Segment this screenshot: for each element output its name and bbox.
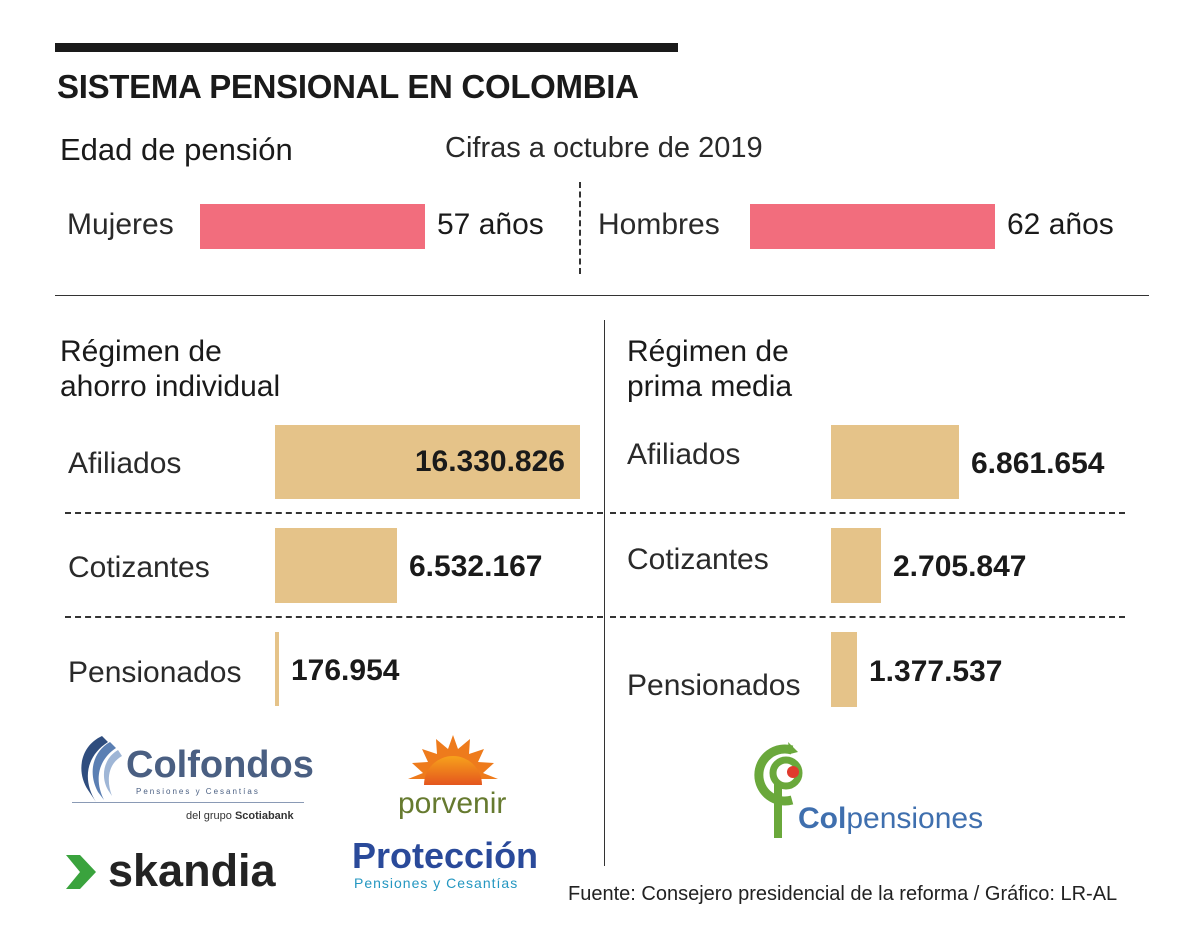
age-value-label: 57 años xyxy=(437,208,544,241)
colpensiones-emblem-icon xyxy=(754,742,803,838)
row-separator xyxy=(610,616,1125,618)
chart-title: SISTEMA PENSIONAL EN COLOMBIA xyxy=(57,68,639,105)
colfondos-tagline: Pensiones y Cesantías xyxy=(136,787,260,796)
age-bar-hombres xyxy=(750,204,995,249)
right-bar-afiliados xyxy=(831,425,959,499)
left-value-label: 16.330.826 xyxy=(414,445,565,478)
section-divider xyxy=(55,295,1149,296)
left-category-label: Afiliados xyxy=(68,447,182,480)
age-value-label: 62 años xyxy=(1007,208,1114,241)
colfondos-group-prefix: del grupo xyxy=(186,810,232,822)
source-note: Fuente: Consejero presidencial de la ref… xyxy=(568,883,1118,905)
row-separator xyxy=(65,616,603,618)
row-separator xyxy=(610,512,1125,514)
age-bar-mujeres xyxy=(200,204,425,249)
right-value-label: 1.377.537 xyxy=(869,655,1003,688)
regime-title-left: Régimen de ahorro individual xyxy=(60,334,280,404)
regime-title-line: ahorro individual xyxy=(60,370,281,403)
right-category-label: Cotizantes xyxy=(627,543,769,576)
right-bar-pensionados xyxy=(831,632,857,707)
right-bar-cotizantes xyxy=(831,528,881,603)
age-divider xyxy=(579,182,581,274)
age-section-title: Edad de pensión xyxy=(60,132,293,167)
proteccion-name: Protección xyxy=(352,835,539,876)
colfondos-logo: Colfondos Pensiones y Cesantías del grup… xyxy=(72,732,314,827)
left-category-label: Cotizantes xyxy=(68,551,210,584)
right-category-label: Pensionados xyxy=(627,669,801,702)
regime-title-line: Régimen de xyxy=(627,335,789,368)
skandia-mark-icon xyxy=(66,855,96,889)
colpensiones-logo: Colpensiones xyxy=(746,742,991,842)
skandia-logo: skandia xyxy=(66,845,326,896)
porvenir-sun-icon xyxy=(404,735,502,791)
left-value-label: 176.954 xyxy=(291,654,400,687)
right-category-label: Afiliados xyxy=(627,438,741,471)
porvenir-logo: porvenir xyxy=(396,735,526,825)
left-bar-cotizantes xyxy=(275,528,397,603)
colfondos-name: Colfondos xyxy=(126,744,314,786)
regime-title-line: Régimen de xyxy=(60,335,222,368)
right-value-label: 2.705.847 xyxy=(893,550,1027,583)
top-rule xyxy=(55,43,678,52)
left-bar-afiliados xyxy=(275,425,580,499)
age-category-label: Hombres xyxy=(598,208,720,241)
porvenir-name: porvenir xyxy=(398,787,507,820)
right-value-label: 6.861.654 xyxy=(971,447,1105,480)
regime-title-line: prima media xyxy=(627,370,793,403)
colpensiones-prefix: Col xyxy=(798,802,847,835)
colpensiones-suffix: pensiones xyxy=(846,802,984,835)
proteccion-tagline: Pensiones y Cesantías xyxy=(354,875,519,891)
colfondos-emblem-icon xyxy=(81,736,122,802)
left-category-label: Pensionados xyxy=(68,656,242,689)
proteccion-logo: Protección Pensiones y Cesantías xyxy=(352,835,562,895)
colfondos-rule xyxy=(72,802,304,803)
regime-divider xyxy=(604,320,605,866)
colpensiones-name: Colpensiones xyxy=(798,802,983,836)
row-separator xyxy=(65,512,603,514)
skandia-name: skandia xyxy=(108,845,276,896)
colfondos-group-name: Scotiabank xyxy=(234,810,294,822)
left-bar-pensionados xyxy=(275,632,279,706)
age-category-label: Mujeres xyxy=(67,208,174,241)
regime-title-right: Régimen de prima media xyxy=(627,334,792,404)
colfondos-group: del grupo Scotiabank xyxy=(186,810,294,822)
left-value-label: 6.532.167 xyxy=(409,550,543,583)
date-note: Cifras a octubre de 2019 xyxy=(445,132,763,164)
